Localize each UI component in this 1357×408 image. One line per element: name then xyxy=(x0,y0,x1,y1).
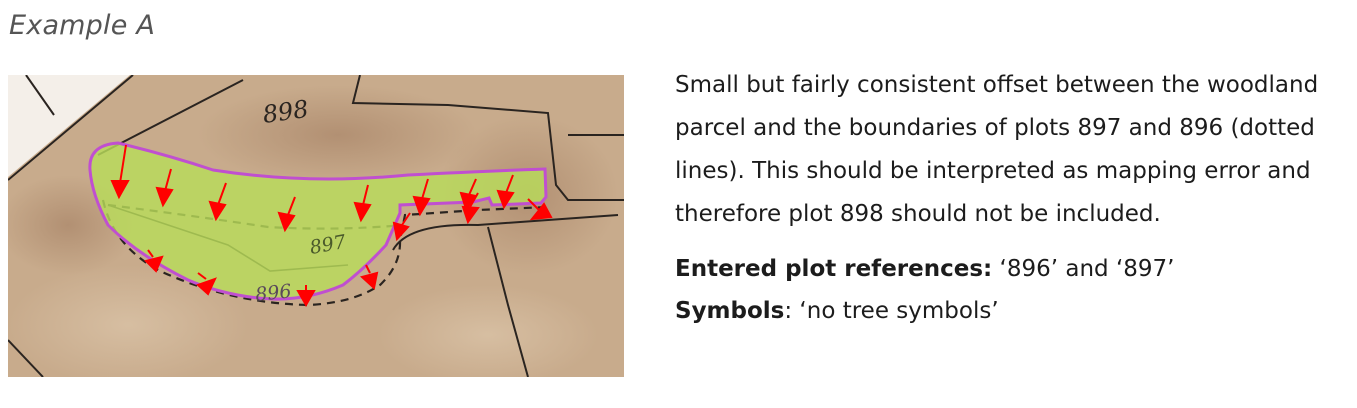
map-boundary-line xyxy=(392,214,619,251)
offset-arrow xyxy=(412,178,431,217)
map-stain xyxy=(8,265,248,377)
map-boundary-line xyxy=(25,75,55,116)
offset-arrow xyxy=(208,182,227,222)
offset-arrow xyxy=(459,178,478,212)
offset-arrow xyxy=(277,196,296,233)
map-boundary-line xyxy=(8,339,44,377)
offset-arrow xyxy=(359,264,379,290)
symbols-value: : ‘no tree symbols’ xyxy=(784,298,999,324)
map-boundary-line xyxy=(351,75,624,201)
entered-references-value: ‘896’ and ‘897’ xyxy=(992,256,1175,282)
offset-arrow xyxy=(353,184,372,223)
map-boundary-line xyxy=(8,75,134,181)
offset-arrow xyxy=(196,272,217,296)
map-svg: 898 897 896 xyxy=(8,75,624,377)
offset-arrow xyxy=(144,249,164,273)
explanation-block: Small but fairly consistent offset betwe… xyxy=(675,64,1355,332)
map-stain xyxy=(378,285,598,377)
map-stain xyxy=(198,85,478,185)
description-paragraph: Small but fairly consistent offset betwe… xyxy=(675,72,1319,227)
offset-arrow xyxy=(110,144,130,200)
map-white-corner xyxy=(8,75,130,177)
plot-label-898: 898 xyxy=(261,95,310,129)
offset-arrow xyxy=(392,212,411,242)
map-dotted-boundary xyxy=(101,199,549,307)
offset-arrow xyxy=(527,198,553,221)
entered-references-label: Entered plot references: xyxy=(675,256,993,282)
plot-label-896: 896 xyxy=(254,280,292,306)
map-boundary-line xyxy=(487,226,529,377)
map-image: 898 897 896 xyxy=(8,75,624,377)
offset-arrow xyxy=(296,285,316,308)
example-heading: Example A xyxy=(9,10,155,41)
offset-arrow xyxy=(496,174,515,210)
symbols-label: Symbols xyxy=(675,298,785,324)
plot-references: Entered plot references: ‘896’ and ‘897’… xyxy=(675,248,1355,332)
entered-references-line: Entered plot references: ‘896’ and ‘897’ xyxy=(675,248,1355,290)
offset-arrow xyxy=(461,192,480,225)
symbols-line: Symbols: ‘no tree symbols’ xyxy=(675,290,1355,332)
offset-arrow xyxy=(155,168,174,208)
